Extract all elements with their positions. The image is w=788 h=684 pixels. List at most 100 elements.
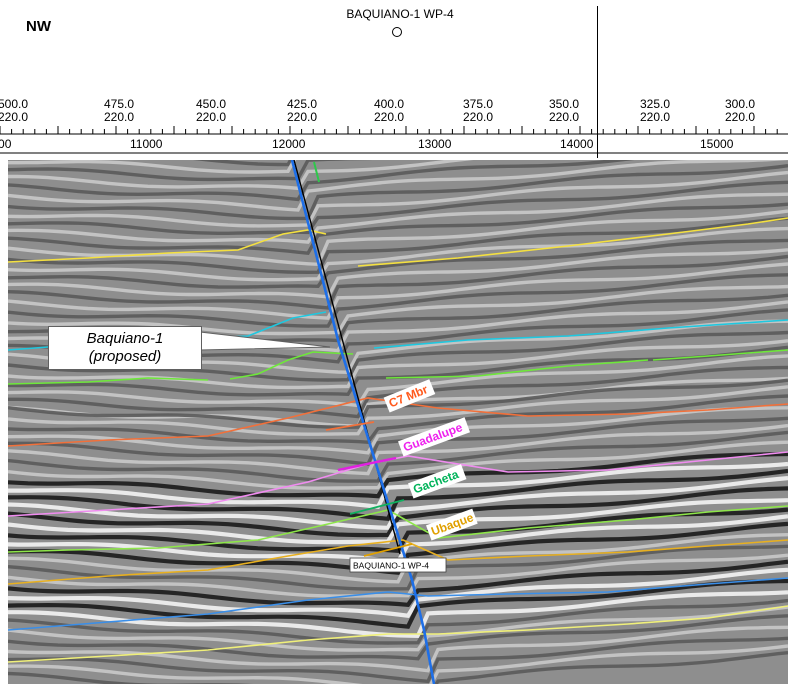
reflector-band [8,644,788,684]
reflector-band [8,416,788,466]
trace-label: 12000 [272,137,306,151]
horizon-green-right-1[interactable] [385,359,649,379]
reflector-band [8,254,788,310]
well-title: BAQUIANO-1 WP-4 [346,7,454,21]
shotpoint-label: 325.0 [640,97,670,111]
elevation-label: 220.0 [725,110,755,124]
reflector-band [8,394,788,444]
guadalupe-top-tick [337,456,397,472]
reflector-band [8,476,788,530]
reflector-band [8,385,788,436]
elevation-label: 220.0 [0,110,28,124]
reflector-band [8,216,788,275]
shotpoint-label: 475.0 [104,97,134,111]
shotpoint-label: 425.0 [287,97,317,111]
reflector-band [8,578,788,629]
proposed-well-callout: Baquiano-1 (proposed) [48,326,202,370]
reflector-band [8,590,788,639]
ubaque-top-tick [363,543,413,557]
shotpoint-label: 400.0 [374,97,404,111]
reflector-band [8,262,788,320]
reflector-band [8,605,788,652]
elevation-label: 220.0 [196,110,226,124]
horizon-label-bg [408,464,467,499]
shotpoint-label: 375.0 [463,97,493,111]
reflector-band [8,284,788,336]
reflector-band [8,498,788,545]
shotpoint-label: 450.0 [196,97,226,111]
elevation-label: 220.0 [374,110,404,124]
horizon-yellow-right[interactable] [357,217,788,267]
horizon-green-right-2[interactable] [652,349,788,361]
c7-mbr-top-tick [325,421,375,431]
reflector-band [8,248,788,299]
horizon-ubaque[interactable] [8,539,788,585]
callout-line-2: (proposed) [88,348,162,365]
well-marker-green [313,161,320,183]
horizon-blue[interactable] [8,577,788,631]
elevation-label: 220.0 [549,110,579,124]
reflector-band [8,451,788,499]
reflector-band [8,486,788,538]
trace-label: 10000 [0,137,12,151]
elevation-label: 220.0 [104,110,134,124]
reflector-band [8,160,474,191]
trace-axis: 500.0220.0475.0220.0450.0220.0425.0220.0… [0,97,788,154]
reflector-band [8,651,788,684]
reflector-band [8,160,635,202]
reflector-band [8,461,788,509]
reflector-band [8,160,297,174]
reflector-band [8,598,788,645]
trace-label: 15000 [700,137,734,151]
reflector-band [8,559,788,607]
reflector-band [8,170,788,228]
elevation-label: 220.0 [463,110,493,124]
reflector-band [8,544,788,591]
reflector-band [8,160,788,212]
horizon-green-left-1[interactable] [8,377,209,385]
horizon-yellow-left[interactable] [8,229,327,263]
shotpoint-label: 300.0 [725,97,755,111]
well-tag: BAQUIANO-1 WP-4 [349,557,447,573]
horizon-label-bg [383,379,436,413]
reflector-band [8,625,788,673]
reflector-band [8,164,788,221]
horizon-pale-yellow[interactable] [8,605,788,663]
elevation-label: 220.0 [640,110,670,124]
reflector-band [8,636,788,684]
reflector-band [8,202,788,256]
shotpoint-label: 350.0 [549,97,579,111]
gacheta-top-tick [349,499,405,515]
trace-label: 13000 [418,137,452,151]
horizon-green-left-2[interactable] [229,351,354,380]
reflector-band [8,238,788,289]
trace-label: 14000 [560,137,594,151]
direction-label: NW [26,18,51,35]
horizon-label-bg [426,508,478,541]
reflector-band [8,430,788,483]
reflector-band [8,226,788,282]
reflector-band [8,567,788,618]
elevation-label: 220.0 [287,110,317,124]
shotpoint-label: 500.0 [0,97,28,111]
reflector-band [8,339,788,390]
reflector-band [8,507,788,553]
reflector-band [8,354,788,408]
cursor-line [597,6,598,158]
reflector-band [8,533,788,584]
reflector-band [8,160,374,182]
reflector-band [8,273,788,328]
well-tag-box [349,557,447,573]
well-tag-text: BAQUIANO-1 WP-4 [353,561,429,571]
callout-line-1: Baquiano-1 [86,330,164,347]
reflector-band [8,406,788,455]
reflector-band [8,614,788,661]
reflector-band [8,553,788,598]
horizon-label-bg [398,417,471,457]
reflector-band [8,440,788,490]
reflector-band [8,180,788,235]
well-location-marker[interactable] [392,27,402,37]
well-path[interactable] [290,160,436,684]
horizon-cyan-right[interactable] [373,319,788,349]
